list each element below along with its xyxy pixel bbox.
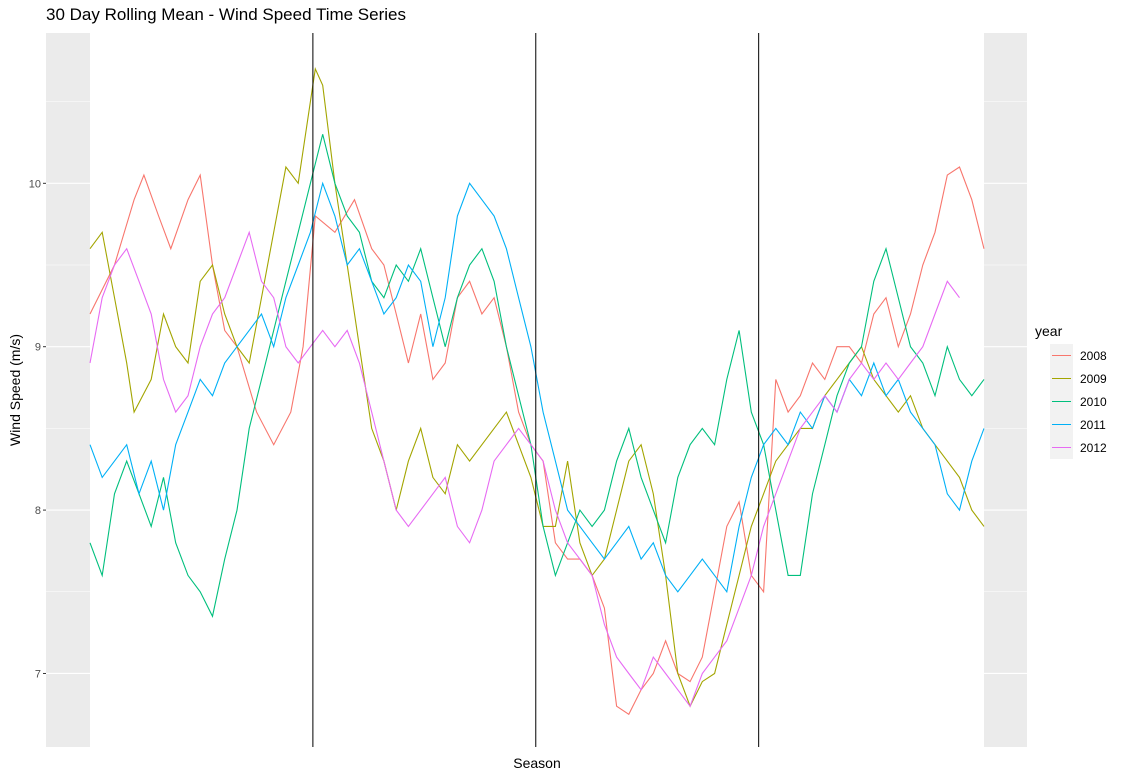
y-tick-label: 8 (35, 505, 41, 517)
series-line-2009 (89, 66, 985, 708)
plot-white-area (90, 33, 984, 747)
legend-label-2009: 2009 (1080, 372, 1107, 386)
legend-label-2011: 2011 (1080, 418, 1106, 432)
legend-label-2010: 2010 (1080, 395, 1107, 409)
legend: year 2008 2009 2010 2011 2012 (1035, 323, 1107, 459)
legend-label-2008: 2008 (1080, 349, 1107, 363)
y-axis-ticks: 7 8 9 10 (29, 178, 46, 680)
grid-lines (46, 101, 1027, 675)
y-tick-label: 9 (35, 342, 41, 354)
legend-label-2012: 2012 (1080, 441, 1107, 455)
series-line-2008 (89, 166, 985, 716)
season-boundaries (312, 33, 760, 747)
y-axis-title: Wind Speed (m/s) (7, 334, 23, 446)
series-lines (89, 66, 985, 716)
y-tick-label: 10 (29, 178, 41, 190)
legend-title: year (1035, 323, 1063, 339)
series-line-2012 (89, 230, 960, 708)
series-line-2010 (89, 134, 985, 618)
y-tick-label: 7 (35, 668, 41, 680)
x-axis-title: Season (513, 755, 560, 771)
chart-title: 30 Day Rolling Mean - Wind Speed Time Se… (46, 5, 406, 24)
